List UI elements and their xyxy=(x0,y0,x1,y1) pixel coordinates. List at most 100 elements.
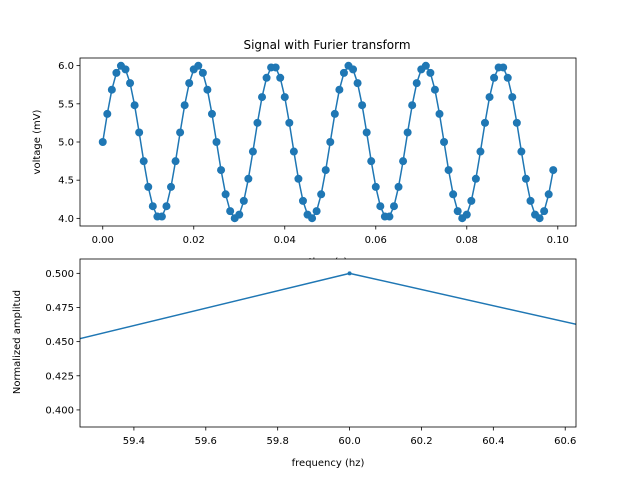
fourier-x-tick-label: 60.6 xyxy=(554,436,576,447)
signal-data-point xyxy=(544,190,553,199)
signal-data-point xyxy=(253,118,262,127)
signal-data-point xyxy=(490,73,499,82)
signal-data-point xyxy=(421,61,430,70)
signal-data-point xyxy=(349,65,358,74)
signal-data-point xyxy=(167,182,176,191)
signal-data-point xyxy=(358,101,367,110)
signal-data-point xyxy=(144,182,153,191)
signal-data-point xyxy=(135,128,144,137)
signal-y-axis-label: voltage (mV) xyxy=(32,109,43,174)
signal-data-point xyxy=(198,68,207,77)
fourier-x-axis-label: frequency (hz) xyxy=(292,458,365,469)
signal-data-point xyxy=(462,210,471,219)
signal-x-tick-label: 0.00 xyxy=(92,235,114,246)
signal-data-point xyxy=(126,79,135,88)
signal-data-point xyxy=(98,138,107,146)
signal-data-point xyxy=(308,214,317,223)
signal-data-point xyxy=(335,85,344,94)
fourier-x-tick-label: 59.6 xyxy=(195,436,217,447)
signal-data-point xyxy=(194,61,203,70)
signal-subplot: Signal with Furier transform 0.00 0.02 0.0… xyxy=(32,38,577,268)
signal-data-point xyxy=(162,202,171,211)
chart-title: Signal with Furier transform xyxy=(243,38,410,52)
signal-series-line xyxy=(102,65,554,219)
signal-plot-area xyxy=(98,61,558,223)
fourier-x-tick-label: 60.0 xyxy=(338,436,360,447)
signal-data-point xyxy=(376,202,385,211)
signal-data-point xyxy=(367,157,376,166)
signal-data-point xyxy=(312,207,321,216)
signal-data-point xyxy=(499,63,508,72)
signal-data-point xyxy=(203,85,212,94)
signal-data-point xyxy=(412,79,421,88)
signal-data-point xyxy=(176,128,185,137)
signal-data-point xyxy=(399,157,408,166)
signal-data-point xyxy=(512,118,521,127)
signal-data-point xyxy=(148,202,157,211)
fourier-y-axis-label: Normalized amplitud xyxy=(12,290,23,394)
signal-data-point xyxy=(271,63,280,72)
signal-data-point xyxy=(317,190,326,199)
fourier-y-tick-label: 0.400 xyxy=(45,405,74,416)
signal-data-point xyxy=(480,118,489,127)
signal-data-point xyxy=(258,93,267,102)
signal-data-point xyxy=(471,174,480,183)
signal-data-point xyxy=(326,138,335,146)
signal-data-point xyxy=(112,68,121,77)
signal-data-point xyxy=(212,138,221,146)
signal-data-point xyxy=(453,207,462,216)
signal-data-point xyxy=(521,174,530,183)
signal-x-ticks: 0.00 0.02 0.04 0.06 0.08 0.10 xyxy=(92,226,569,246)
signal-data-point xyxy=(130,101,139,110)
signal-data-point xyxy=(157,212,166,221)
fourier-x-ticks: 59.4 59.6 59.8 60.0 60.2 60.4 60.6 xyxy=(123,427,576,447)
signal-data-point xyxy=(408,101,417,110)
signal-data-point xyxy=(185,79,194,88)
signal-x-tick-label: 0.02 xyxy=(183,235,205,246)
signal-data-point xyxy=(107,85,116,94)
signal-data-point xyxy=(449,190,458,199)
signal-data-point xyxy=(549,166,558,175)
signal-data-point xyxy=(294,174,303,183)
signal-data-point xyxy=(517,147,526,156)
signal-data-point xyxy=(226,207,235,216)
signal-data-point xyxy=(385,212,394,221)
signal-data-point xyxy=(526,196,535,205)
signal-data-point xyxy=(180,101,189,110)
signal-y-tick-label: 4.0 xyxy=(58,214,74,225)
signal-y-tick-label: 4.5 xyxy=(58,176,74,187)
signal-data-point xyxy=(262,73,271,82)
fourier-x-tick-label: 59.4 xyxy=(123,436,145,447)
signal-data-point xyxy=(508,93,517,102)
signal-data-point xyxy=(217,166,226,175)
signal-data-point xyxy=(171,157,180,166)
signal-y-tick-label: 5.0 xyxy=(58,138,74,149)
signal-data-point xyxy=(535,214,544,223)
fourier-subplot: 59.4 59.6 59.8 60.0 60.2 60.4 60.6 0.400 0.425 0… xyxy=(12,258,577,469)
fourier-x-tick-label: 60.4 xyxy=(482,436,504,447)
signal-data-point xyxy=(426,68,435,77)
signal-data-point xyxy=(280,93,289,102)
fourier-y-tick-label: 0.425 xyxy=(45,371,74,382)
signal-data-point xyxy=(467,196,476,205)
signal-data-point xyxy=(276,73,285,82)
fourier-x-tick-label: 60.2 xyxy=(410,436,432,447)
signal-data-point xyxy=(289,147,298,156)
fourier-axes-frame xyxy=(79,258,577,428)
signal-data-point xyxy=(330,109,339,118)
fourier-y-tick-label: 0.475 xyxy=(45,303,74,314)
signal-y-tick-label: 6.0 xyxy=(58,61,74,72)
signal-data-point xyxy=(430,85,439,94)
signal-data-point xyxy=(207,109,216,118)
signal-x-tick-label: 0.04 xyxy=(274,235,296,246)
fourier-y-ticks: 0.400 0.425 0.450 0.475 0.500 xyxy=(45,269,80,416)
signal-data-point xyxy=(503,73,512,82)
fourier-plot-area xyxy=(80,271,576,340)
signal-data-point xyxy=(394,182,403,191)
fourier-data-point xyxy=(347,271,352,276)
signal-data-point xyxy=(285,118,294,127)
signal-x-tick-label: 0.08 xyxy=(456,235,478,246)
signal-data-point xyxy=(139,157,148,166)
fourier-x-tick-label: 59.8 xyxy=(267,436,289,447)
